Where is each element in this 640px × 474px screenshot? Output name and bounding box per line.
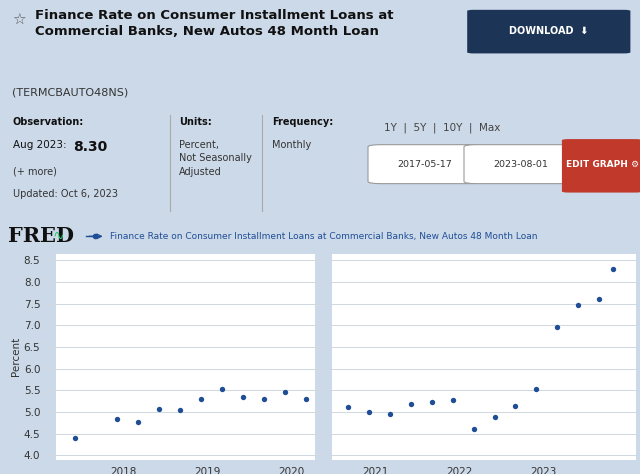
Text: ∿: ∿ — [52, 229, 64, 243]
Point — [364, 408, 374, 416]
Text: (TERMCBAUTO48NS): (TERMCBAUTO48NS) — [12, 87, 128, 97]
Text: 2017-05-17: 2017-05-17 — [397, 160, 452, 169]
FancyBboxPatch shape — [368, 145, 482, 183]
Point — [280, 388, 290, 395]
Point — [490, 413, 500, 421]
Point — [385, 410, 395, 418]
Point — [237, 393, 248, 401]
Point — [342, 403, 353, 410]
Y-axis label: Percent: Percent — [11, 337, 21, 376]
Text: FRED: FRED — [8, 227, 74, 246]
Point — [447, 396, 458, 404]
Point — [70, 434, 80, 441]
Text: (+ more): (+ more) — [13, 167, 57, 177]
Text: EDIT GRAPH ⚙: EDIT GRAPH ⚙ — [566, 160, 639, 169]
Point — [154, 405, 164, 413]
Point — [301, 395, 311, 403]
Point — [531, 385, 541, 393]
Point — [595, 295, 605, 303]
Text: Frequency:: Frequency: — [272, 117, 333, 127]
Point — [406, 400, 416, 408]
Text: 2023-08-01: 2023-08-01 — [493, 160, 548, 169]
Text: Finance Rate on Consumer Installment Loans at
Commercial Banks, New Autos 48 Mon: Finance Rate on Consumer Installment Loa… — [35, 9, 394, 38]
Point — [573, 301, 584, 309]
Text: Updated: Oct 6, 2023: Updated: Oct 6, 2023 — [13, 189, 118, 199]
Point — [175, 406, 185, 414]
Point — [552, 323, 563, 331]
Text: Units:: Units: — [179, 117, 212, 127]
Text: Observation:: Observation: — [13, 117, 84, 127]
Point — [426, 399, 436, 406]
Point — [112, 416, 122, 423]
Text: Finance Rate on Consumer Installment Loans at Commercial Banks, New Autos 48 Mon: Finance Rate on Consumer Installment Loa… — [110, 232, 538, 241]
Point — [216, 386, 227, 393]
Bar — [56, 254, 315, 460]
FancyBboxPatch shape — [464, 145, 578, 183]
Text: Percent,
Not Seasonally
Adjusted: Percent, Not Seasonally Adjusted — [179, 140, 252, 177]
Point — [196, 395, 206, 403]
Bar — [332, 254, 636, 460]
FancyBboxPatch shape — [467, 10, 630, 54]
Point — [468, 426, 479, 433]
Text: DOWNLOAD  ⬇: DOWNLOAD ⬇ — [509, 26, 588, 36]
FancyBboxPatch shape — [562, 139, 640, 192]
Point — [608, 265, 618, 273]
Text: Aug 2023:: Aug 2023: — [13, 140, 70, 150]
Point — [259, 395, 269, 403]
Text: 8.30: 8.30 — [74, 140, 108, 154]
Bar — [315, 254, 332, 460]
Point — [510, 402, 520, 410]
Text: 1Y  |  5Y  |  10Y  |  Max: 1Y | 5Y | 10Y | Max — [384, 122, 500, 133]
Point — [132, 419, 143, 426]
Text: ☆: ☆ — [12, 13, 25, 28]
Text: Monthly: Monthly — [272, 140, 311, 150]
